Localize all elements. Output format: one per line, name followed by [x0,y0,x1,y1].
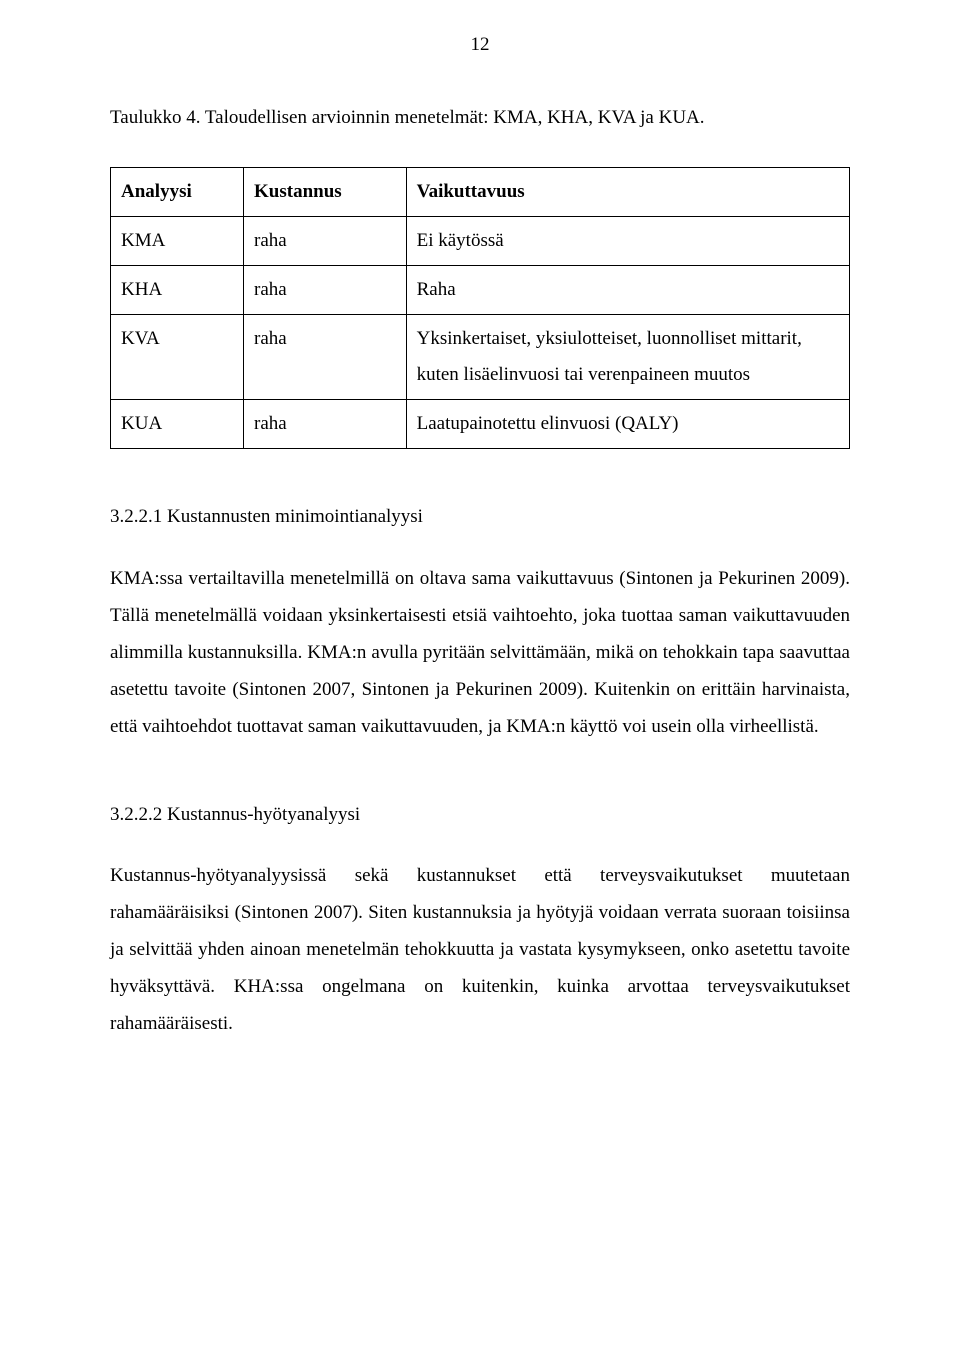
table-row: KVA raha Yksinkertaiset, yksiulotteiset,… [111,314,850,399]
cell: Laatupainotettu elinvuosi (QALY) [406,399,849,448]
cell: raha [244,216,407,265]
section-paragraph-2: Kustannus-hyötyanalyysissä sekä kustannu… [110,857,850,1042]
section-heading-2: 3.2.2.2 Kustannus-hyötyanalyysi [110,801,850,830]
cell: Raha [406,265,849,314]
cell: Ei käytössä [406,216,849,265]
table-row: KUA raha Laatupainotettu elinvuosi (QALY… [111,399,850,448]
cell: KHA [111,265,244,314]
cell: KVA [111,314,244,399]
page-number: 12 [110,34,850,56]
cell: raha [244,314,407,399]
cell: raha [244,399,407,448]
methods-table: Analyysi Kustannus Vaikuttavuus KMA raha… [110,167,850,450]
col-vaikuttavuus: Vaikuttavuus [406,167,849,216]
table-caption: Taulukko 4. Taloudellisen arvioinnin men… [110,104,850,133]
section-paragraph-1: KMA:ssa vertailtavilla menetelmillä on o… [110,560,850,745]
table-row: KHA raha Raha [111,265,850,314]
cell: KMA [111,216,244,265]
cell: KUA [111,399,244,448]
document-page: 12 Taulukko 4. Taloudellisen arvioinnin … [0,0,960,1355]
col-kustannus: Kustannus [244,167,407,216]
table-header-row: Analyysi Kustannus Vaikuttavuus [111,167,850,216]
col-analyysi: Analyysi [111,167,244,216]
section-heading-1: 3.2.2.1 Kustannusten minimointianalyysi [110,503,850,532]
table-row: KMA raha Ei käytössä [111,216,850,265]
cell: Yksinkertaiset, yksiulotteiset, luonnoll… [406,314,849,399]
cell: raha [244,265,407,314]
